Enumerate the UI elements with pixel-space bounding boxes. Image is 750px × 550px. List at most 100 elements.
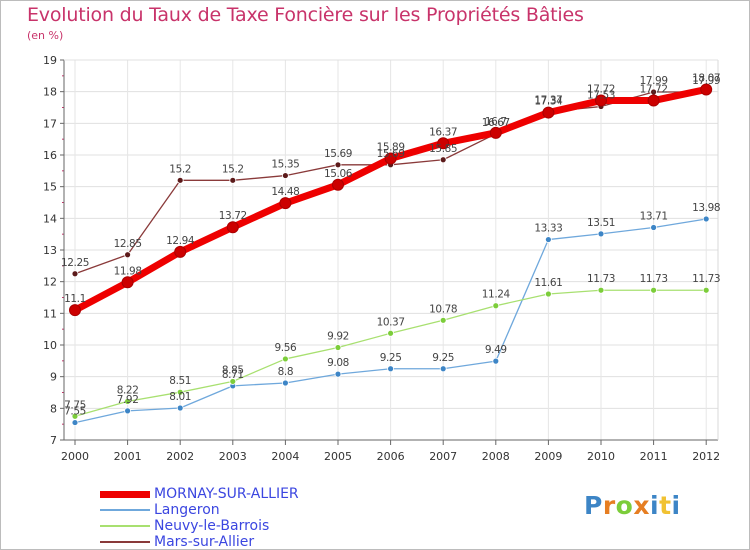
data-point-series-2: [282, 356, 288, 362]
logo-letter: t: [659, 491, 671, 520]
x-tick-label: 2010: [587, 450, 615, 463]
data-point-series-3: [177, 177, 183, 183]
data-point-series-1: [651, 225, 657, 231]
y-tick-label: 8: [50, 402, 57, 415]
data-label-series-0: 13.72: [219, 210, 247, 222]
data-label-series-2: 9.56: [275, 342, 297, 354]
data-label-series-3: 15.85: [429, 143, 457, 155]
x-tick-label: 2011: [640, 450, 668, 463]
data-point-series-1: [177, 405, 183, 411]
x-tick-label: 2001: [114, 450, 142, 463]
data-point-series-2: [388, 330, 394, 336]
data-point-series-0: [490, 127, 501, 138]
data-point-series-2: [335, 345, 341, 351]
data-point-series-2: [703, 287, 709, 293]
data-point-series-2: [598, 287, 604, 293]
data-label-series-1: 9.25: [380, 352, 402, 364]
x-tick-label: 2009: [534, 450, 562, 463]
data-point-series-0: [70, 305, 81, 316]
data-point-series-1: [335, 371, 341, 377]
data-point-series-0: [280, 198, 291, 209]
y-tick-label: 10: [43, 339, 57, 352]
data-point-series-3: [230, 177, 236, 183]
data-point-series-2: [651, 287, 657, 293]
data-label-series-2: 7.75: [64, 399, 86, 411]
data-label-series-1: 8.01: [169, 391, 191, 403]
y-tick-label: 9: [50, 371, 57, 384]
y-tick-label: 15: [43, 181, 57, 194]
x-tick-label: 2012: [692, 450, 720, 463]
data-point-series-1: [545, 237, 551, 243]
data-label-series-2: 11.61: [534, 277, 562, 289]
data-point-series-1: [598, 231, 604, 237]
data-label-series-0: 12.94: [166, 235, 195, 247]
data-label-series-2: 10.37: [377, 316, 405, 328]
x-tick-label: 2000: [61, 450, 89, 463]
data-point-series-3: [125, 252, 131, 258]
data-point-series-0: [333, 179, 344, 190]
data-label-series-2: 10.78: [429, 303, 457, 315]
data-point-series-0: [543, 107, 554, 118]
logo-letter: x: [633, 491, 650, 520]
data-point-series-0: [648, 95, 659, 106]
legend-swatch-langeron: [100, 509, 150, 511]
proxiti-logo: Proxiti: [584, 491, 681, 520]
data-label-series-1: 9.08: [327, 357, 349, 369]
legend-swatch-neuvy: [100, 525, 150, 527]
y-tick-label: 17: [43, 117, 57, 130]
data-point-series-2: [545, 291, 551, 297]
legend-swatch-mornay: [100, 491, 150, 498]
data-point-series-3: [440, 157, 446, 163]
data-label-series-3: 17.53: [587, 90, 615, 102]
data-label-series-1: 9.49: [485, 344, 507, 356]
data-label-series-1: 8.8: [278, 366, 294, 378]
x-tick-label: 2002: [166, 450, 194, 463]
x-tick-label: 2004: [271, 450, 299, 463]
y-tick-label: 7: [50, 434, 57, 447]
data-label-series-2: 11.73: [587, 273, 615, 285]
data-point-series-3: [282, 173, 288, 179]
data-point-series-1: [282, 380, 288, 386]
data-label-series-3: 15.2: [222, 163, 244, 175]
data-point-series-1: [388, 366, 394, 372]
data-point-series-1: [72, 420, 78, 426]
legend-label-mornay: MORNAY-SUR-ALLIER: [154, 486, 299, 502]
y-tick-label: 11: [43, 307, 57, 320]
data-point-series-0: [122, 277, 133, 288]
data-label-series-3: 17.99: [692, 75, 720, 87]
data-label-series-2: 11.73: [692, 273, 720, 285]
data-point-series-1: [493, 358, 499, 364]
data-label-series-0: 11.98: [114, 265, 142, 277]
logo-letter: o: [616, 491, 634, 520]
data-point-series-0: [227, 222, 238, 233]
data-label-series-3: 15.69: [324, 148, 352, 160]
data-point-series-2: [493, 303, 499, 309]
data-label-series-1: 13.98: [692, 202, 720, 214]
line-chart: 789101112131415161718192000 2001 2002 2003 2…: [0, 0, 750, 550]
data-label-series-3: 12.25: [61, 257, 89, 269]
data-label-series-1: 9.25: [432, 352, 454, 364]
data-point-series-3: [72, 271, 78, 277]
data-point-series-0: [175, 246, 186, 257]
data-label-series-1: 13.71: [640, 211, 668, 223]
data-point-series-1: [440, 366, 446, 372]
y-tick-label: 14: [43, 212, 57, 225]
logo-letter: P: [584, 491, 603, 520]
legend-label-langeron: Langeron: [154, 502, 220, 518]
legend-label-mars: Mars-sur-Allier: [154, 534, 254, 550]
x-tick-label: 2003: [219, 450, 247, 463]
data-label-series-3: 16.67: [482, 117, 510, 129]
data-label-series-3: 17.99: [640, 75, 668, 87]
data-label-series-3: 15.69: [377, 148, 405, 160]
data-label-series-3: 15.2: [169, 163, 191, 175]
y-tick-label: 19: [43, 54, 57, 67]
data-point-series-1: [703, 216, 709, 222]
x-tick-label: 2005: [324, 450, 352, 463]
logo-letter: i: [650, 491, 659, 520]
logo-letter: r: [603, 491, 616, 520]
y-tick-label: 13: [43, 244, 57, 257]
data-label-series-3: 12.85: [114, 238, 142, 250]
y-tick-label: 16: [43, 149, 57, 162]
data-label-series-0: 11.1: [64, 293, 86, 305]
x-tick-label: 2007: [429, 450, 457, 463]
